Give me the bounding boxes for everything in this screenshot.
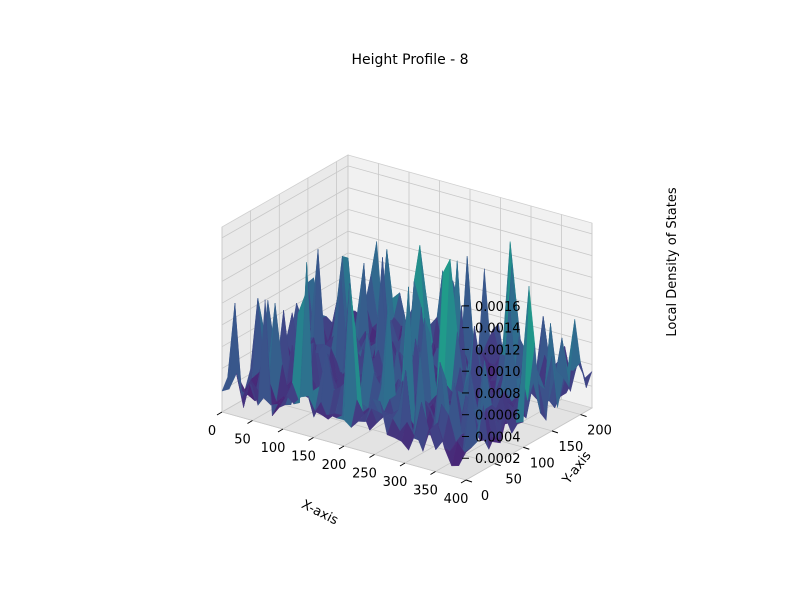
x-tick-label: 50: [234, 433, 251, 448]
surface-patch: [458, 447, 472, 466]
y-tick-mark: [494, 463, 501, 467]
chart-title: Height Profile - 8: [351, 52, 468, 68]
x-tick-label: 150: [291, 450, 316, 465]
x-tick-mark: [430, 471, 436, 475]
x-tick-label: 100: [261, 441, 286, 456]
x-tick-label: 200: [322, 458, 347, 473]
x-tick-label: 300: [383, 475, 408, 490]
y-tick-mark: [551, 430, 559, 434]
y-tick-mark: [580, 414, 587, 418]
x-tick-label: 400: [444, 492, 469, 507]
x-tick-mark: [399, 462, 406, 467]
x-axis-label: X-axis: [299, 497, 341, 528]
y-tick-label: 200: [587, 424, 612, 439]
x-tick-label: 0: [208, 424, 216, 439]
z-tick-label: 0.0016: [475, 300, 521, 315]
z-tick-label: 0.0002: [475, 452, 521, 467]
x-tick-mark: [247, 420, 253, 424]
z-axis-label: Local Density of States: [665, 187, 680, 336]
x-tick-mark: [338, 445, 345, 450]
x-tick-mark: [216, 411, 223, 416]
x-gridline: [465, 223, 593, 481]
z-tick-label: 0.0004: [475, 430, 521, 445]
x-tick-mark: [277, 428, 284, 433]
z-tick-label: 0.0010: [475, 365, 521, 380]
z-tick-label: 0.0006: [475, 409, 521, 424]
y-tick-mark: [465, 479, 473, 483]
z-tick-label: 0.0014: [475, 322, 521, 337]
y-tick-label: 0: [481, 489, 489, 504]
z-gridline: [221, 187, 593, 260]
x-tick-label: 250: [352, 467, 377, 482]
z-tick-label: 0.0012: [475, 343, 521, 358]
y-tick-label: 100: [530, 456, 555, 471]
surface-plot: [221, 241, 593, 467]
x-tick-mark: [460, 479, 467, 484]
x-gridline: [435, 214, 562, 472]
y-tick-label: 150: [558, 440, 583, 455]
y-tick-label: 50: [505, 473, 522, 488]
x-tick-mark: [308, 437, 314, 441]
x-tick-label: 350: [413, 484, 438, 499]
z-gridline: [221, 165, 593, 239]
y-tick-mark: [523, 446, 530, 450]
x-tick-mark: [369, 454, 375, 458]
z-tick-label: 0.0008: [475, 387, 521, 402]
